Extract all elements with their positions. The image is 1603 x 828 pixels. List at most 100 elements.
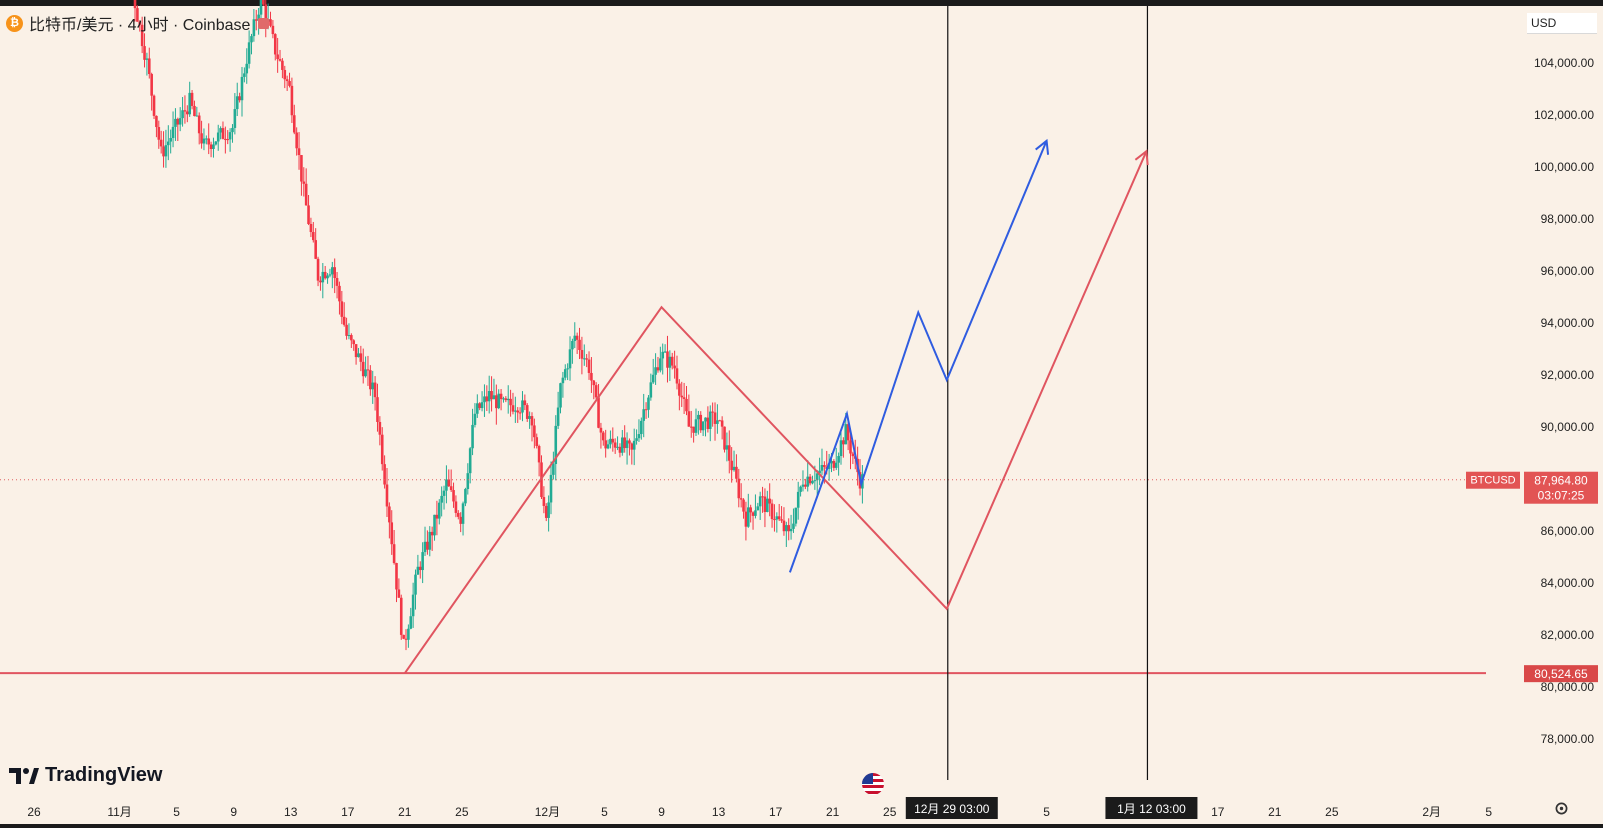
price-axis[interactable]: 78,000.00 80,000.00 82,000.00 84,000.00 86,0… <box>1466 6 1603 778</box>
candle-body <box>544 505 548 518</box>
us-market-flag-icon[interactable] <box>862 773 884 795</box>
last-price-tag <box>1524 471 1598 504</box>
candle-body <box>193 105 196 117</box>
candle-body <box>585 358 588 360</box>
candle-body <box>815 473 819 481</box>
candle-body <box>521 400 524 413</box>
candle-body <box>794 507 798 524</box>
candle-body <box>304 183 308 206</box>
candle-body <box>316 258 320 281</box>
symbol-title[interactable]: 比特币/美元 · 4小时 · Coinbase <box>29 17 251 34</box>
candle-body <box>178 118 182 125</box>
candle-body <box>435 514 439 519</box>
candle-body <box>273 34 277 55</box>
time-tick-label: 17 <box>341 805 355 819</box>
time-tick-label: 11月 <box>107 805 131 819</box>
candle-body <box>369 370 372 390</box>
candle-body <box>499 393 503 400</box>
candle-body <box>247 42 251 64</box>
candle-body <box>497 393 501 409</box>
candle-body <box>678 383 681 396</box>
candle-body <box>314 240 317 259</box>
candle-body <box>456 512 460 517</box>
candle-body <box>473 413 477 425</box>
candle-body <box>440 495 443 503</box>
candle-body <box>254 19 258 21</box>
candle-body <box>167 141 170 146</box>
candle-body <box>575 335 579 340</box>
candle-body <box>744 511 748 527</box>
candle-body <box>433 514 436 536</box>
candle-body <box>609 438 612 445</box>
candle-body <box>775 516 779 520</box>
price-tick-label: 100,000.00 <box>1534 160 1594 174</box>
candle-body <box>269 19 272 26</box>
candle-body <box>235 96 239 110</box>
price-tick-label: 92,000.00 <box>1541 368 1595 382</box>
candle-body <box>174 118 177 127</box>
candle-body <box>675 368 679 384</box>
time-tick-label: 12月 <box>535 805 560 819</box>
time-tick-label: 25 <box>455 805 469 819</box>
candle-body <box>718 420 722 422</box>
candle-body <box>706 417 710 429</box>
candle-body <box>509 398 512 406</box>
candle-body <box>668 356 672 368</box>
candle-body <box>808 476 812 484</box>
candle-body <box>594 385 598 398</box>
candle-body <box>766 498 769 512</box>
currency-select[interactable]: USD <box>1527 13 1597 34</box>
candle-body <box>195 115 199 117</box>
candle-body <box>364 369 367 377</box>
candle-body <box>309 223 313 233</box>
price-tick-label: 90,000.00 <box>1541 420 1595 434</box>
price-tick-label: 104,000.00 <box>1534 56 1594 70</box>
blue-projection-path[interactable] <box>788 140 1048 573</box>
candle-body <box>490 391 493 400</box>
candle-body <box>571 340 574 350</box>
last-price-label: 87,964.80 <box>1534 474 1588 488</box>
candle-body <box>851 453 855 457</box>
candle-body <box>483 396 486 403</box>
candle-body <box>226 139 230 141</box>
candle-body <box>599 427 603 433</box>
time-tick-label: 26 <box>27 805 41 819</box>
candle-body <box>554 425 558 465</box>
candle-body <box>200 133 203 144</box>
candle-body <box>613 442 617 448</box>
candle-body <box>789 528 793 532</box>
candle-body <box>685 398 688 412</box>
candle-body <box>354 344 358 358</box>
symbol-header[interactable]: ₿ 比特币/美元 · 4小时 · Coinbase <box>6 12 270 34</box>
candle-body <box>292 115 296 133</box>
candle-body <box>466 473 470 490</box>
candle-body <box>606 444 610 449</box>
candle-body <box>623 437 626 449</box>
candle-body <box>530 416 534 426</box>
time-axis[interactable]: 26 11月 5 9 13 17 21 25 12月 5 9 13 17 21 25 5 17 21 25 2月 5 12… <box>0 780 1603 824</box>
support-price-tag <box>1524 665 1598 683</box>
candle-body <box>352 340 356 345</box>
candle-body <box>133 0 137 9</box>
drawings[interactable] <box>0 6 1486 780</box>
vertical-marker-tag <box>905 797 998 819</box>
candle-body <box>212 144 215 150</box>
red-pattern-path[interactable] <box>403 150 1148 674</box>
candle-body <box>773 519 776 521</box>
tradingview-logo[interactable]: TradingView <box>9 764 162 787</box>
time-tick-label: 17 <box>769 805 783 819</box>
candle-body <box>673 365 676 369</box>
settings-gear-icon[interactable] <box>1553 800 1570 817</box>
candle-body <box>523 400 527 406</box>
candle-body <box>742 499 745 512</box>
candle-body <box>397 589 401 598</box>
candle-body <box>834 462 838 468</box>
time-tick-label: 25 <box>883 805 897 819</box>
candle-body <box>642 409 646 421</box>
price-tick-label: 96,000.00 <box>1541 264 1595 278</box>
candle-body <box>480 402 484 409</box>
candle-body <box>697 414 700 420</box>
candle-body <box>464 489 467 504</box>
